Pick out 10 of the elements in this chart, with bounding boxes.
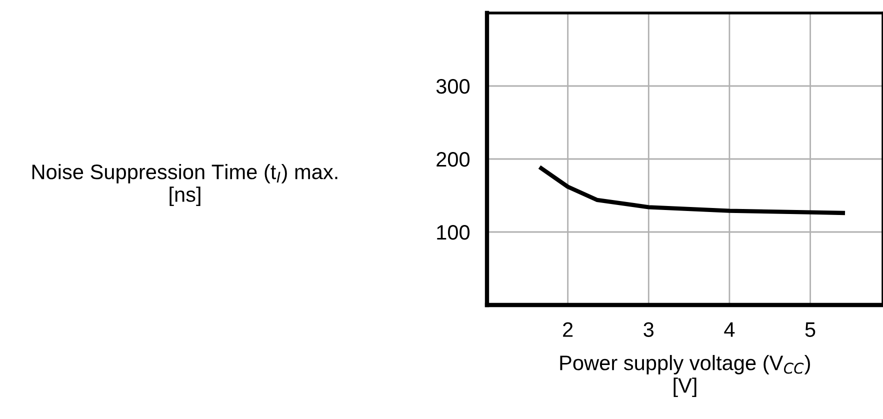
x-tick-label: 4 [724,322,735,337]
text: Power supply voltage (V$_{CC}$) [V] [560,354,810,397]
y-tick-label: 300 [436,79,470,94]
text: Noise Suppression Time (t$_{I}$) max. [ns] [32,164,338,206]
y-tick-label: 200 [436,152,470,167]
x-tick-label: 5 [805,322,816,337]
x-tick-label: 2 [563,322,573,337]
x-tick-label: 3 [644,322,654,337]
y-tick-label: 100 [437,225,470,240]
line-series [537,164,848,216]
